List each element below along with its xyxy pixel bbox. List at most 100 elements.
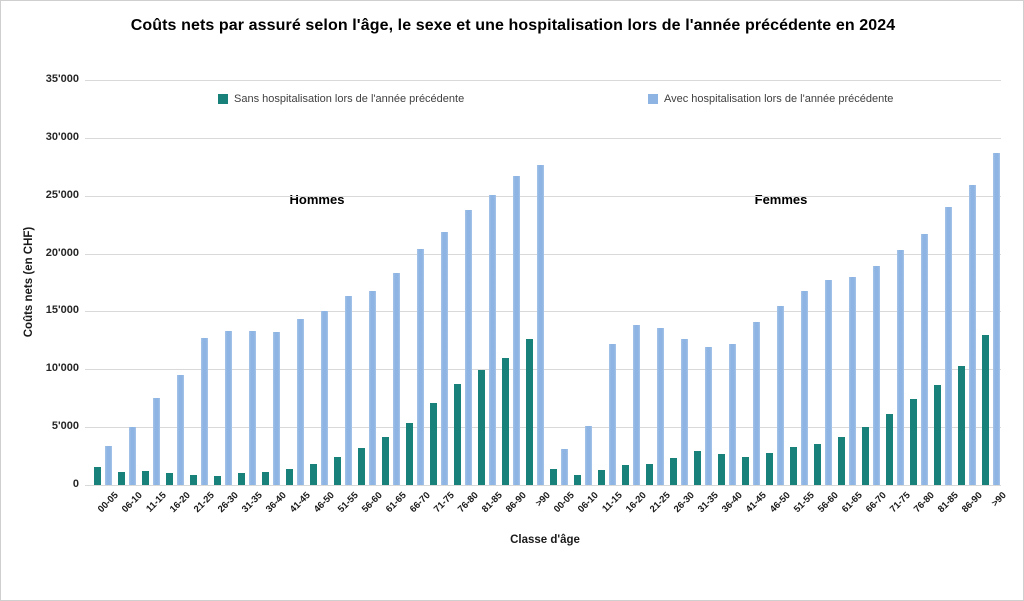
gridline	[85, 137, 1001, 139]
x-tick-label: 86-90	[959, 490, 985, 515]
bar-avec-hospitalisation	[825, 280, 832, 485]
bar-sans-hospitalisation	[190, 474, 197, 485]
y-tick-label: 25'000	[45, 188, 79, 201]
bar-avec-hospitalisation	[417, 248, 424, 485]
x-tick-label: 16-20	[167, 490, 193, 515]
bar-sans-hospitalisation	[238, 473, 245, 485]
x-tick-label: 31-35	[695, 490, 721, 515]
bar-avec-hospitalisation	[609, 343, 616, 485]
group-label-hommes: Hommes	[289, 192, 345, 207]
bar-avec-hospitalisation	[753, 322, 760, 485]
x-tick-label: 71-75	[887, 490, 913, 515]
x-tick-label: 56-60	[359, 490, 385, 515]
x-tick-label: 81-85	[935, 490, 961, 515]
bar-sans-hospitalisation	[526, 339, 533, 485]
x-tick-label: 41-45	[287, 490, 313, 515]
bar-sans-hospitalisation	[214, 475, 221, 485]
x-tick-label: 00-05	[95, 490, 121, 515]
bar-avec-hospitalisation	[465, 209, 472, 485]
bar-avec-hospitalisation	[585, 426, 592, 485]
bar-sans-hospitalisation	[718, 453, 725, 485]
chart-title: Coûts nets par assuré selon l'âge, le se…	[130, 17, 896, 34]
x-tick-label: 46-50	[767, 490, 793, 515]
x-tick-label: 46-50	[311, 490, 337, 515]
bar-avec-hospitalisation	[945, 207, 952, 485]
bar-avec-hospitalisation	[249, 330, 256, 485]
bar-sans-hospitalisation	[382, 437, 389, 485]
bar-avec-hospitalisation	[441, 231, 448, 485]
y-tick-label: 15'000	[45, 304, 79, 317]
x-tick-label: 16-20	[623, 490, 649, 515]
x-tick-label: 76-80	[455, 490, 481, 515]
bar-sans-hospitalisation	[598, 470, 605, 485]
legend-item-avec: Avec hospitalisation lors de l'année pré…	[648, 92, 893, 106]
gridline	[85, 485, 1001, 486]
bar-sans-hospitalisation	[358, 448, 365, 485]
x-tick-label: 06-10	[575, 490, 601, 515]
y-axis-title: Coûts nets (en CHF)	[23, 226, 35, 338]
legend-swatch-avec-icon	[648, 94, 658, 104]
bar-sans-hospitalisation	[334, 457, 341, 485]
x-tick-label: >90	[989, 490, 1009, 510]
x-tick-label: 86-90	[503, 490, 529, 515]
bar-sans-hospitalisation	[94, 467, 101, 485]
bar-avec-hospitalisation	[153, 398, 160, 485]
bar-sans-hospitalisation	[742, 456, 749, 485]
bar-avec-hospitalisation	[657, 328, 664, 485]
bar-avec-hospitalisation	[105, 445, 112, 485]
x-tick-label: 71-75	[431, 490, 457, 515]
bar-sans-hospitalisation	[574, 474, 581, 485]
bar-avec-hospitalisation	[225, 331, 232, 485]
legend-label-avec: Avec hospitalisation lors de l'année pré…	[664, 93, 894, 105]
y-tick-label: 5'000	[51, 420, 79, 433]
bar-sans-hospitalisation	[982, 334, 989, 485]
x-tick-label: 61-65	[839, 490, 865, 515]
legend-item-sans: Sans hospitalisation lors de l'année pré…	[218, 92, 464, 106]
bar-sans-hospitalisation	[286, 468, 293, 485]
bar-sans-hospitalisation	[166, 472, 173, 486]
x-tick-label: 11-15	[144, 490, 169, 515]
bar-sans-hospitalisation	[646, 463, 653, 485]
bar-avec-hospitalisation	[993, 152, 1000, 485]
bar-avec-hospitalisation	[969, 185, 976, 485]
bar-sans-hospitalisation	[550, 468, 557, 485]
bar-sans-hospitalisation	[310, 464, 317, 485]
bar-avec-hospitalisation	[489, 194, 496, 485]
legend-swatch-sans-icon	[218, 94, 228, 104]
bar-avec-hospitalisation	[321, 311, 328, 485]
bar-sans-hospitalisation	[622, 464, 629, 486]
bar-avec-hospitalisation	[705, 347, 712, 485]
bar-sans-hospitalisation	[838, 437, 845, 485]
bar-sans-hospitalisation	[790, 447, 797, 485]
y-tick-label: 10'000	[45, 362, 79, 375]
y-tick-label: 20'000	[45, 246, 79, 259]
x-tick-label: >90	[533, 490, 553, 510]
x-tick-label: 56-60	[815, 490, 841, 515]
bar-sans-hospitalisation	[694, 451, 701, 485]
x-tick-label: 81-85	[479, 490, 505, 515]
x-tick-label: 11-15	[600, 490, 625, 515]
bar-sans-hospitalisation	[430, 403, 437, 485]
x-tick-label: 26-30	[215, 490, 241, 515]
bar-sans-hospitalisation	[406, 422, 413, 485]
bar-sans-hospitalisation	[910, 398, 917, 485]
x-tick-label: 36-40	[263, 490, 289, 515]
legend-label-sans: Sans hospitalisation lors de l'année pré…	[234, 93, 465, 105]
x-tick-label: 21-25	[191, 490, 217, 515]
bar-avec-hospitalisation	[801, 290, 808, 485]
bar-avec-hospitalisation	[201, 338, 208, 485]
x-tick-label: 66-70	[407, 490, 433, 515]
bar-avec-hospitalisation	[729, 344, 736, 485]
x-axis-title: Classe d'âge	[510, 534, 580, 546]
bar-sans-hospitalisation	[934, 384, 941, 485]
bar-avec-hospitalisation	[777, 306, 784, 485]
gridline	[85, 80, 1001, 81]
x-tick-label: 06-10	[119, 490, 145, 515]
x-tick-label: 66-70	[863, 490, 889, 515]
x-tick-label: 21-25	[647, 490, 673, 515]
y-tick-label: 30'000	[45, 130, 79, 143]
bar-avec-hospitalisation	[177, 374, 184, 485]
bar-avec-hospitalisation	[561, 448, 568, 485]
x-tick-label: 51-55	[335, 490, 361, 515]
group-label-femmes: Femmes	[754, 192, 808, 207]
